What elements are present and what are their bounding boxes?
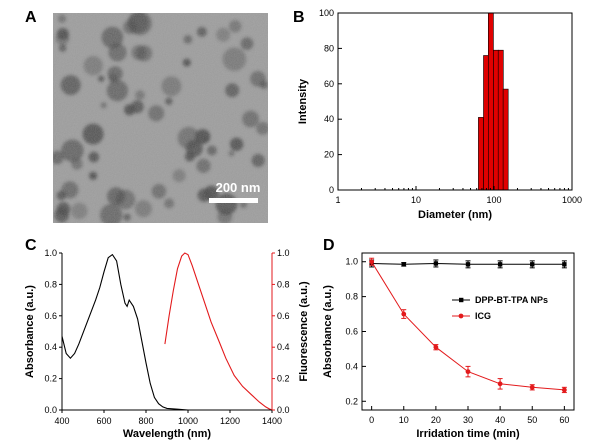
scale-bar-label: 200 nm xyxy=(216,180,261,195)
data-point xyxy=(529,384,535,390)
data-point xyxy=(497,381,503,387)
x-tick-label: 10 xyxy=(411,195,421,205)
y-tick-label: 60 xyxy=(324,79,334,89)
y2-tick-label: 0.8 xyxy=(277,279,290,289)
x-tick-label: 1400 xyxy=(262,416,282,426)
x-tick-label: 60 xyxy=(559,415,569,425)
data-point xyxy=(465,369,471,375)
legend-label: DPP-BT-TPA NPs xyxy=(475,295,548,305)
histogram-bar xyxy=(487,12,494,191)
y-tick-label: 0.2 xyxy=(44,374,57,384)
y-tick-label: 0.4 xyxy=(345,361,358,371)
x-tick-label: 800 xyxy=(138,416,153,426)
data-point xyxy=(433,261,439,266)
y-tick-label: 0.0 xyxy=(44,405,57,415)
data-point xyxy=(530,262,535,267)
y-tick-label: 0.8 xyxy=(345,292,358,302)
data-point xyxy=(497,262,503,267)
x-tick-label: 50 xyxy=(527,415,537,425)
y-axis-label: Absorbance (a.u.) xyxy=(24,285,36,378)
y2-tick-label: 0.2 xyxy=(277,374,290,384)
histogram-bar xyxy=(502,88,509,191)
x-tick-label: 600 xyxy=(96,416,111,426)
x-tick-label: 20 xyxy=(431,415,441,425)
x-axis-label: Wavelength (nm) xyxy=(123,428,212,440)
legend-marker xyxy=(459,297,464,303)
scale-bar xyxy=(209,198,258,203)
x-axis-label: Diameter (nm) xyxy=(418,209,492,221)
tem-nanoparticles xyxy=(53,13,268,223)
plot-frame xyxy=(337,12,573,191)
y-tick-label: 0.2 xyxy=(345,396,358,406)
x-axis-label: Irridation time (min) xyxy=(416,428,520,440)
x-tick-label: 40 xyxy=(495,415,505,425)
panel-a-label: A xyxy=(25,9,37,26)
panel-d: D 0 10 20 30 40 50 60 0.2 0.4 0.6 0.8 1.0 DPP-BT-TPA … xyxy=(322,237,575,440)
histogram-bar xyxy=(478,117,484,191)
x-tick-label: 1 xyxy=(335,195,340,205)
y-axis-label: Absorbance (a.u.) xyxy=(322,285,334,378)
x-tick-label: 30 xyxy=(463,415,473,425)
y-tick-label: 1.0 xyxy=(44,248,57,258)
y2-tick-label: 0.6 xyxy=(277,311,290,321)
y2-tick-label: 1.0 xyxy=(277,248,290,258)
panel-d-label: D xyxy=(323,237,335,254)
plot-frame xyxy=(361,252,575,411)
data-point xyxy=(369,259,375,265)
y2-tick-label: 0.0 xyxy=(277,405,290,415)
x-tick-label: 1000 xyxy=(562,195,582,205)
panel-a: A 200 nm xyxy=(25,9,268,223)
absorbance-line xyxy=(61,253,189,411)
data-point xyxy=(401,311,407,317)
x-tick-label: 100 xyxy=(486,195,501,205)
y2-tick-label: 0.4 xyxy=(277,342,290,352)
y-tick-label: 80 xyxy=(324,43,334,53)
data-point xyxy=(433,344,439,350)
data-point xyxy=(562,262,567,267)
data-point xyxy=(561,387,567,393)
legend: DPP-BT-TPA NPs ICG xyxy=(452,295,548,321)
data-point xyxy=(465,262,471,267)
panel-c-label: C xyxy=(25,237,37,254)
y-tick-label: 0.6 xyxy=(345,327,358,337)
y-axis-label: Intensity xyxy=(297,78,309,124)
y2-axis-label: Fluorescence (a.u.) xyxy=(298,281,310,382)
y-tick-label: 40 xyxy=(324,114,334,124)
x-tick-label: 10 xyxy=(399,415,409,425)
y-tick-label: 0.4 xyxy=(44,342,57,352)
panel-b: B 1 10 100 1000 0 20 40 60 80 100 Diameter (nm) Inte… xyxy=(293,8,582,221)
x-tick-label: 400 xyxy=(54,416,69,426)
y-tick-label: 0 xyxy=(329,185,334,195)
fluorescence-line xyxy=(164,252,273,411)
x-tick-label: 1200 xyxy=(220,416,240,426)
panel-b-label: B xyxy=(293,9,305,26)
histogram-bar xyxy=(497,49,504,191)
legend-marker xyxy=(458,313,464,319)
x-tick-label: 1000 xyxy=(178,416,198,426)
y-tick-label: 0.8 xyxy=(44,279,57,289)
legend-label: ICG xyxy=(475,311,491,321)
x-tick-label: 0 xyxy=(369,415,374,425)
data-point xyxy=(401,262,406,267)
y-tick-label: 0.6 xyxy=(44,311,57,321)
y-tick-label: 1.0 xyxy=(345,257,358,267)
histogram-bar xyxy=(483,55,489,191)
histogram-bar xyxy=(493,49,499,191)
y-tick-label: 100 xyxy=(319,8,334,18)
y-tick-label: 20 xyxy=(324,150,334,160)
